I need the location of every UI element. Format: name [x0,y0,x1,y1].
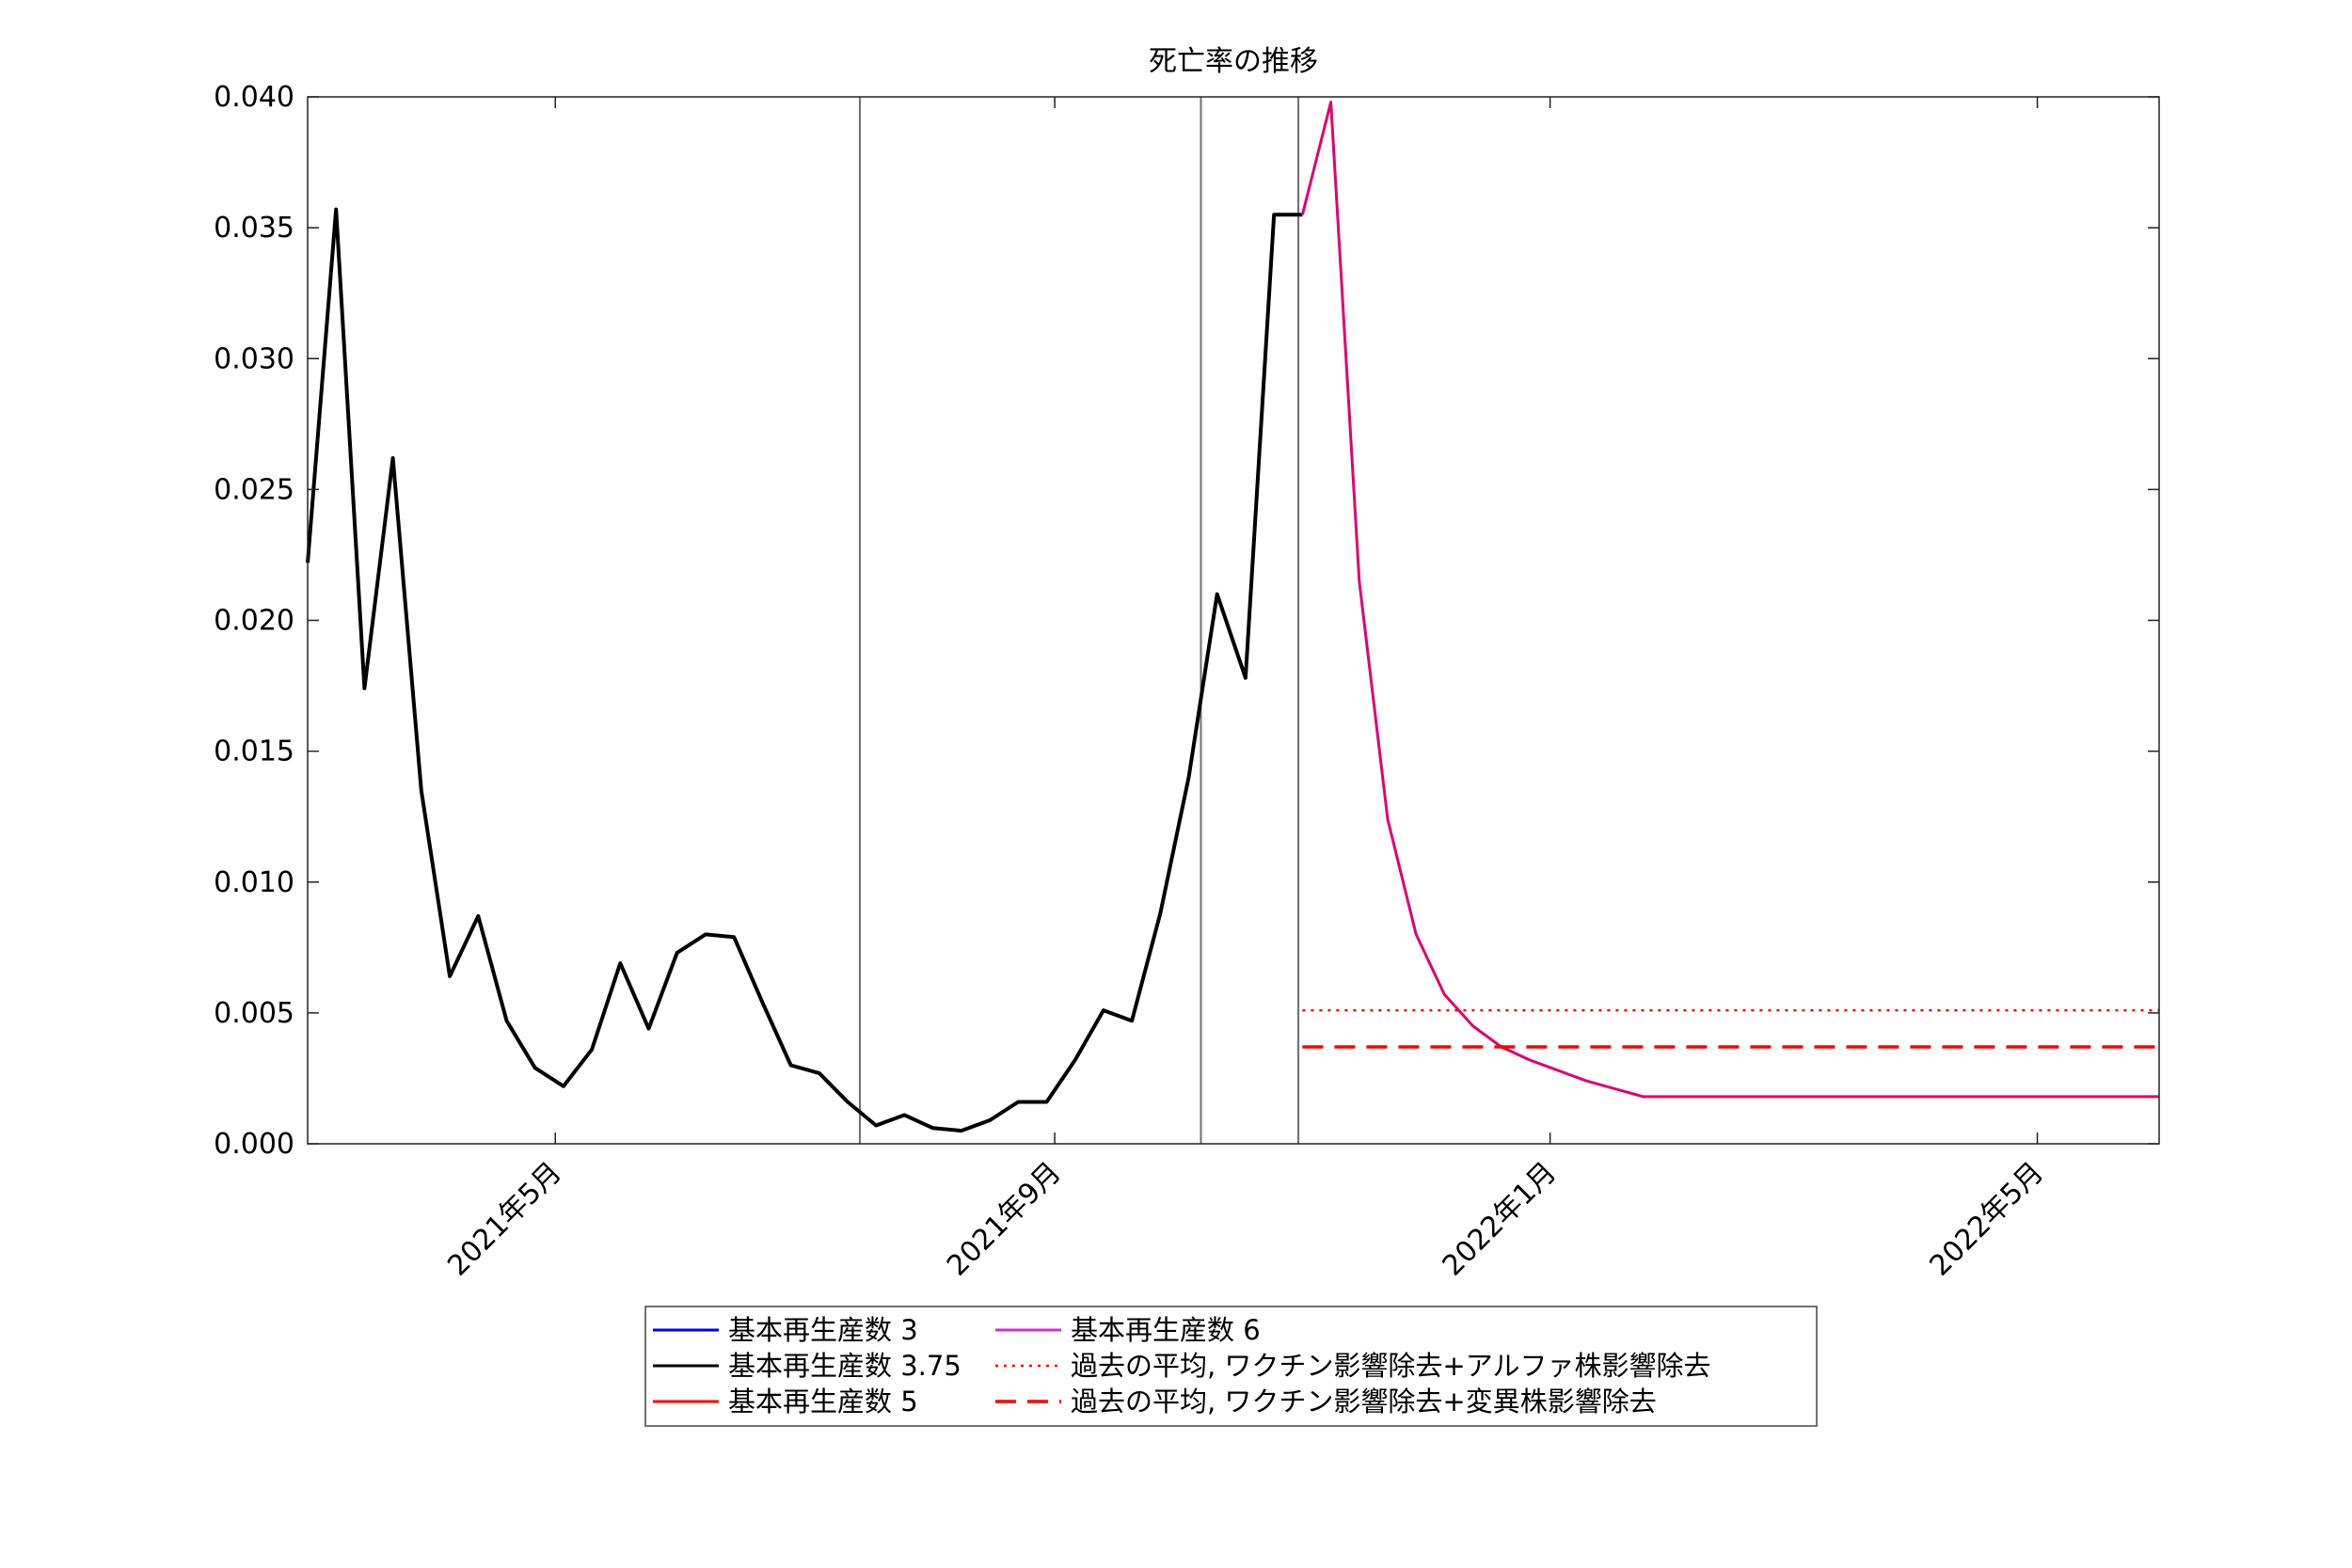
legend-label: 基本再生産数 3.75 [728,1350,961,1382]
x-tick-label: 2022年5月 [1924,1156,2051,1283]
y-tick-label: 0.020 [214,605,294,638]
series-forecast [1300,101,2159,1099]
x-axis-ticks: 2021年5月 2021年9月 2022年1月 2022年5月 [441,97,2050,1283]
legend-label: 基本再生産数 6 [1071,1314,1261,1346]
x-tick-label: 2021年9月 [941,1156,1068,1283]
y-tick-label: 0.035 [214,212,294,245]
y-tick-label: 0.010 [214,866,294,899]
legend-label: 基本再生産数 5 [728,1386,918,1418]
y-axis-ticks: 0.000 0.005 0.010 0.015 0.020 0.025 0.030 0.035… [214,81,2159,1161]
y-tick-label: 0.005 [214,997,294,1030]
x-tick-label: 2022年1月 [1437,1156,1564,1283]
y-tick-label: 0.015 [214,736,294,768]
legend: 基本再生産数 3 基本再生産数 3.75 基本再生産数 5 基本再生産数 6 過去の平均… [644,1306,1818,1427]
legend-label: 過去の平均, ワクチン影響除去+アルファ株影響除去 [1071,1350,1710,1382]
chart-title: 死亡率の推移 [1149,45,1318,78]
legend-label: 過去の平均, ワクチン影響除去+変異株影響除去 [1071,1386,1657,1418]
y-tick-label: 0.025 [214,473,294,506]
x-tick-label: 2021年5月 [441,1156,568,1283]
legend-label: 基本再生産数 3 [728,1314,918,1346]
y-tick-label: 0.040 [214,81,294,114]
y-tick-label: 0.000 [214,1128,294,1161]
vertical-reference-lines [858,97,1300,1144]
series-layer [306,101,2159,1133]
plot-frame [307,96,2160,1145]
series-actual [306,207,1303,1133]
y-tick-label: 0.030 [214,342,294,375]
legend-box [644,1306,1818,1427]
